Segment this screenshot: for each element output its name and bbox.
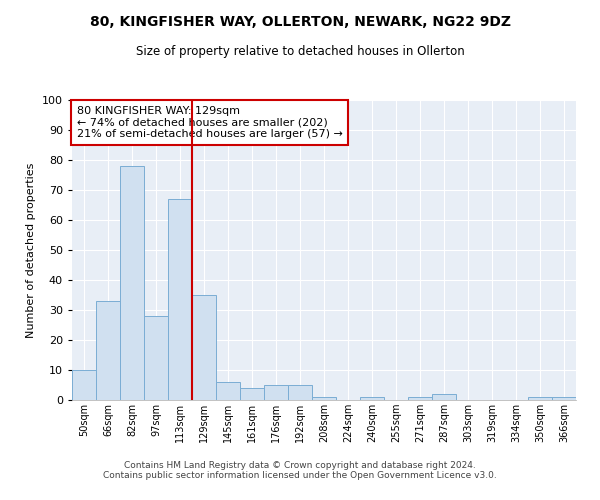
Bar xyxy=(432,394,456,400)
Bar xyxy=(192,295,216,400)
Bar xyxy=(216,382,240,400)
Bar xyxy=(552,397,576,400)
Bar xyxy=(264,385,288,400)
Bar xyxy=(408,397,432,400)
Bar xyxy=(144,316,168,400)
Text: 80, KINGFISHER WAY, OLLERTON, NEWARK, NG22 9DZ: 80, KINGFISHER WAY, OLLERTON, NEWARK, NG… xyxy=(89,15,511,29)
Text: Contains HM Land Registry data © Crown copyright and database right 2024.
Contai: Contains HM Land Registry data © Crown c… xyxy=(103,460,497,480)
Bar xyxy=(120,166,144,400)
Bar xyxy=(528,397,552,400)
Bar xyxy=(72,370,96,400)
Text: 80 KINGFISHER WAY: 129sqm
← 74% of detached houses are smaller (202)
21% of semi: 80 KINGFISHER WAY: 129sqm ← 74% of detac… xyxy=(77,106,343,139)
Bar xyxy=(168,199,192,400)
Bar xyxy=(360,397,384,400)
Bar xyxy=(312,397,336,400)
Bar xyxy=(288,385,312,400)
Y-axis label: Number of detached properties: Number of detached properties xyxy=(26,162,37,338)
Text: Size of property relative to detached houses in Ollerton: Size of property relative to detached ho… xyxy=(136,45,464,58)
Bar xyxy=(240,388,264,400)
Bar xyxy=(96,301,120,400)
